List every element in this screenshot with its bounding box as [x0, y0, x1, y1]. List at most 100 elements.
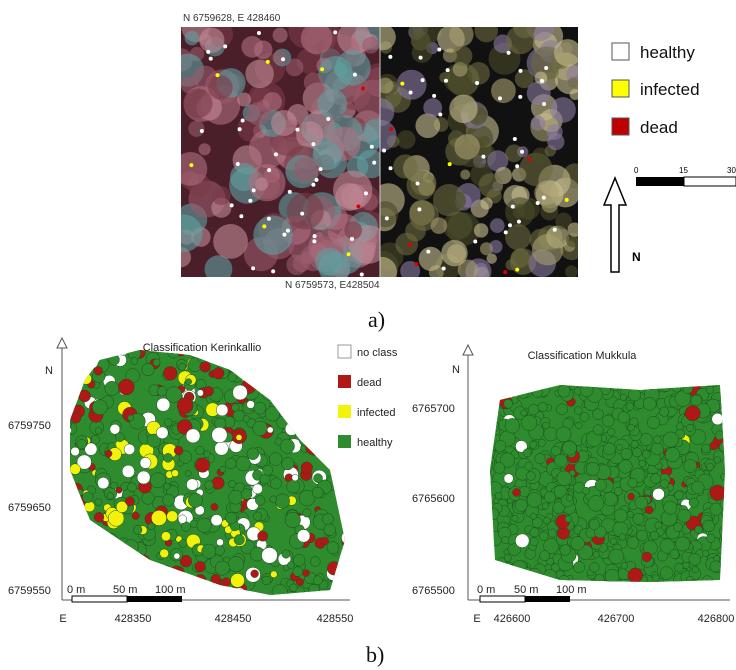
x-tick-label: 428450 [215, 613, 252, 625]
texture [557, 527, 569, 539]
legend-label: dead [640, 118, 678, 137]
texture [275, 494, 290, 509]
texture [523, 449, 531, 457]
texture [287, 562, 294, 569]
texture [400, 82, 404, 86]
texture [635, 496, 648, 509]
texture [141, 574, 150, 583]
texture [503, 567, 515, 579]
texture [216, 539, 223, 546]
texture [233, 385, 248, 400]
texture [104, 533, 118, 547]
texture [506, 25, 535, 54]
texture [114, 562, 120, 568]
texture [216, 404, 228, 416]
texture [210, 591, 222, 603]
texture [221, 354, 228, 361]
texture [253, 421, 268, 436]
texture [77, 439, 87, 449]
texture [232, 404, 240, 412]
texture [442, 267, 446, 271]
x-tick-label: E [473, 613, 480, 625]
texture [262, 343, 273, 354]
texture [92, 400, 107, 415]
texture [304, 73, 324, 93]
north-label: N [632, 250, 641, 264]
texture [560, 545, 571, 556]
texture [229, 490, 243, 504]
texture [494, 572, 508, 586]
texture [208, 75, 233, 100]
texture [124, 444, 135, 455]
texture [172, 470, 179, 477]
texture [675, 563, 684, 572]
texture [318, 404, 328, 414]
texture [262, 465, 272, 475]
texture [163, 494, 175, 506]
texture [103, 549, 113, 559]
legend-label: healthy [357, 437, 393, 449]
texture [607, 428, 615, 436]
texture [524, 567, 530, 573]
texture [148, 523, 155, 530]
texture [97, 477, 109, 489]
texture [616, 444, 622, 450]
texture [632, 448, 641, 457]
texture [486, 420, 499, 433]
texture [322, 380, 336, 394]
texture [642, 552, 652, 562]
texture [308, 350, 323, 365]
texture [315, 248, 343, 276]
texture [66, 367, 77, 378]
texture [719, 442, 729, 452]
texture [339, 463, 347, 471]
texture [189, 163, 193, 167]
texture [177, 398, 193, 414]
texture [504, 555, 511, 562]
texture [326, 117, 330, 121]
texture [639, 460, 646, 467]
texture [336, 462, 343, 469]
texture [195, 574, 206, 585]
texture [654, 436, 662, 444]
texture [580, 384, 593, 397]
scale-label: 30 [727, 166, 736, 175]
texture [512, 488, 520, 496]
texture [504, 399, 513, 408]
texture [437, 48, 441, 52]
texture [140, 457, 151, 468]
texture [301, 22, 333, 54]
texture [248, 199, 252, 203]
texture [589, 519, 600, 530]
texture [249, 370, 256, 377]
texture [322, 397, 330, 405]
texture [245, 60, 273, 88]
texture [499, 381, 511, 393]
texture [319, 167, 323, 171]
legend-label: infected [357, 407, 396, 419]
texture [164, 483, 170, 489]
texture [59, 418, 71, 430]
texture [460, 170, 470, 180]
texture [70, 464, 81, 475]
texture [291, 360, 299, 368]
texture [143, 579, 152, 588]
texture [586, 462, 599, 475]
north-label: N [45, 365, 53, 377]
texture [85, 555, 97, 567]
texture [270, 571, 277, 578]
texture [211, 514, 222, 525]
texture [512, 560, 526, 574]
texture [479, 173, 504, 198]
texture [672, 382, 682, 392]
texture [230, 203, 234, 207]
texture [167, 511, 178, 522]
texture [76, 524, 86, 534]
texture [487, 462, 493, 468]
texture [205, 481, 214, 490]
texture [80, 567, 88, 575]
texture [674, 523, 683, 532]
texture [190, 520, 198, 528]
texture [280, 397, 293, 410]
texture [323, 394, 332, 403]
